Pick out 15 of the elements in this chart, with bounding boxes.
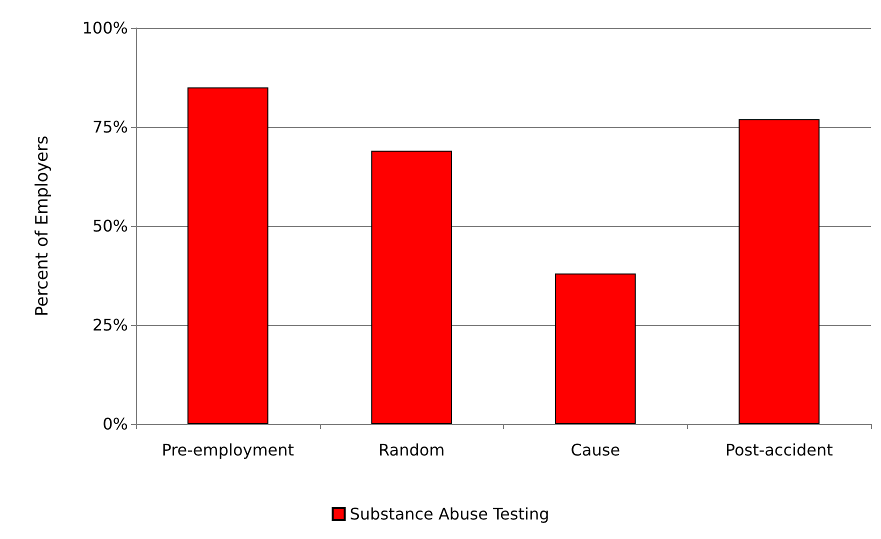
bar	[187, 87, 268, 424]
bar	[371, 150, 452, 424]
y-tick-label: 75%	[92, 118, 128, 136]
y-axis-title: Percent of Employers	[32, 135, 52, 316]
y-tick-label: 100%	[82, 18, 128, 38]
bar	[738, 119, 820, 424]
x-tick-label: Cause	[570, 440, 620, 460]
x-tick-label: Random	[378, 440, 445, 460]
y-tick-label: 0%	[102, 414, 128, 434]
y-tick-label: 50%	[92, 216, 128, 236]
x-tick-label: Pre-employment	[162, 440, 294, 460]
legend-label: Substance Abuse Testing	[350, 504, 550, 524]
y-tick-label: 25%	[92, 316, 128, 334]
bar	[554, 274, 636, 424]
x-tick-label: Post-accident	[725, 440, 833, 460]
